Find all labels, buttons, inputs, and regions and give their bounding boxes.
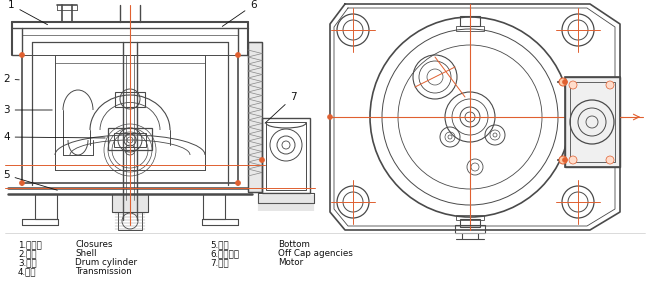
Text: Off Cap agencies: Off Cap agencies <box>278 249 353 258</box>
Bar <box>262 118 310 193</box>
Circle shape <box>20 52 25 57</box>
Bar <box>570 82 615 162</box>
Text: 7: 7 <box>265 92 296 123</box>
Text: 6: 6 <box>222 0 257 26</box>
Text: 2: 2 <box>3 74 20 84</box>
Bar <box>115 92 145 107</box>
Text: 4: 4 <box>3 132 105 142</box>
Bar <box>258 193 314 203</box>
Bar <box>455 225 485 233</box>
Bar <box>565 77 620 167</box>
Text: 5: 5 <box>3 170 57 190</box>
Text: 4.传动: 4.传动 <box>18 267 36 276</box>
Text: 1: 1 <box>8 0 47 25</box>
Circle shape <box>569 156 577 164</box>
Bar <box>112 194 148 212</box>
Text: 7.电机: 7.电机 <box>210 258 229 267</box>
Text: 1.密封盖: 1.密封盖 <box>18 240 42 249</box>
Bar <box>460 16 480 26</box>
Circle shape <box>562 158 567 163</box>
Circle shape <box>606 156 614 164</box>
Text: 5.底板: 5.底板 <box>210 240 229 249</box>
Bar <box>258 193 314 203</box>
Text: Drum cylinder: Drum cylinder <box>75 258 137 267</box>
Bar <box>456 215 484 220</box>
Circle shape <box>259 158 265 163</box>
Text: 3.转鼓: 3.转鼓 <box>18 258 37 267</box>
Bar <box>203 194 225 219</box>
Circle shape <box>20 180 25 185</box>
Bar <box>108 128 152 150</box>
Bar <box>456 26 484 31</box>
Bar <box>565 77 620 167</box>
Text: 6.开盖机构: 6.开盖机构 <box>210 249 239 258</box>
Text: 2.外壳: 2.外壳 <box>18 249 36 258</box>
Circle shape <box>235 52 240 57</box>
Text: Motor: Motor <box>278 258 304 267</box>
Circle shape <box>569 81 577 89</box>
Bar <box>248 42 262 192</box>
Circle shape <box>606 81 614 89</box>
Circle shape <box>235 180 240 185</box>
Bar <box>266 122 306 190</box>
Bar <box>114 133 146 147</box>
Bar <box>118 212 142 230</box>
Circle shape <box>559 78 567 86</box>
Circle shape <box>562 79 567 84</box>
Bar <box>35 194 57 219</box>
Circle shape <box>559 156 567 164</box>
Text: Shell: Shell <box>75 249 96 258</box>
Text: Transmission: Transmission <box>75 267 132 276</box>
Bar <box>248 42 262 192</box>
Text: Closures: Closures <box>75 240 112 249</box>
Text: 3: 3 <box>3 105 52 115</box>
Text: Bottom: Bottom <box>278 240 310 249</box>
Bar <box>460 219 480 227</box>
Circle shape <box>328 115 333 120</box>
